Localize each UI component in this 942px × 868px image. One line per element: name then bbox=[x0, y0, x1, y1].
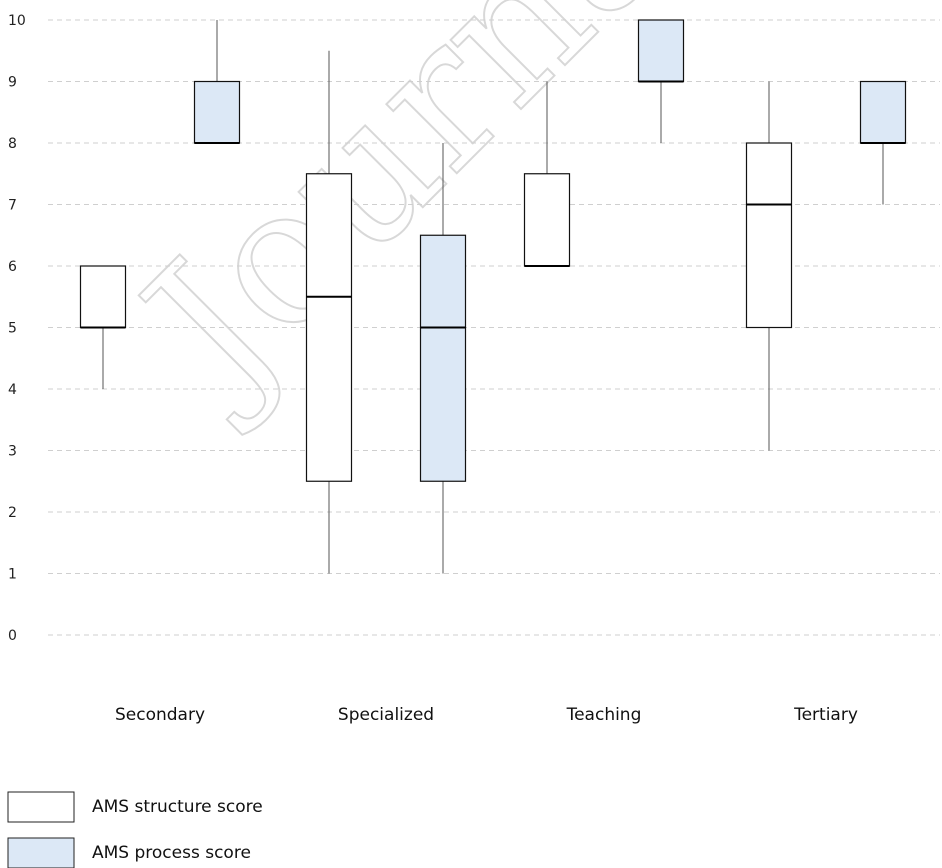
y-tick-label: 6 bbox=[8, 259, 17, 275]
category-label: Teaching bbox=[566, 705, 642, 725]
category-label: Secondary bbox=[115, 705, 205, 725]
box-iqr bbox=[745, 142, 793, 329]
box-ams-structure-score-secondary bbox=[79, 265, 127, 389]
legend-label: AMS process score bbox=[92, 843, 251, 863]
box-ams-process-score-teaching bbox=[637, 19, 685, 143]
y-tick-label: 0 bbox=[8, 628, 17, 644]
legend: AMS structure score AMS process score bbox=[7, 791, 263, 868]
box-iqr bbox=[419, 234, 467, 482]
box-iqr bbox=[859, 80, 907, 144]
y-axis-tick-labels: 0 1 2 3 4 5 6 7 8 9 10 bbox=[8, 13, 26, 644]
box-ams-process-score-secondary bbox=[193, 20, 241, 144]
box-ams-structure-score-teaching bbox=[523, 81, 571, 267]
box-ams-process-score-specialized bbox=[419, 143, 467, 574]
y-tick-label: 10 bbox=[8, 13, 26, 29]
y-tick-label: 9 bbox=[8, 75, 17, 91]
x-axis-category-labels: Secondary Specialized Teaching Tertiary bbox=[115, 705, 858, 725]
box-ams-structure-score-tertiary bbox=[745, 81, 793, 451]
y-tick-label: 1 bbox=[8, 567, 17, 583]
box-iqr bbox=[79, 265, 127, 329]
box-ams-structure-score-specialized bbox=[305, 50, 353, 574]
legend-swatch bbox=[7, 837, 75, 868]
box-ams-process-score-tertiary bbox=[859, 80, 907, 205]
y-tick-label: 3 bbox=[8, 444, 17, 460]
box-iqr bbox=[523, 173, 571, 267]
y-tick-label: 2 bbox=[8, 505, 17, 521]
y-tick-label: 8 bbox=[8, 136, 17, 152]
y-tick-label: 4 bbox=[8, 382, 17, 398]
y-tick-label: 7 bbox=[8, 198, 17, 214]
box-iqr bbox=[637, 19, 685, 83]
legend-label: AMS structure score bbox=[92, 797, 263, 817]
y-tick-label: 5 bbox=[8, 321, 17, 337]
box-iqr bbox=[305, 173, 353, 482]
category-label: Tertiary bbox=[793, 705, 858, 725]
box-iqr bbox=[193, 80, 241, 144]
category-label: Specialized bbox=[338, 705, 434, 725]
legend-swatch bbox=[7, 791, 75, 823]
box-series bbox=[79, 19, 907, 574]
